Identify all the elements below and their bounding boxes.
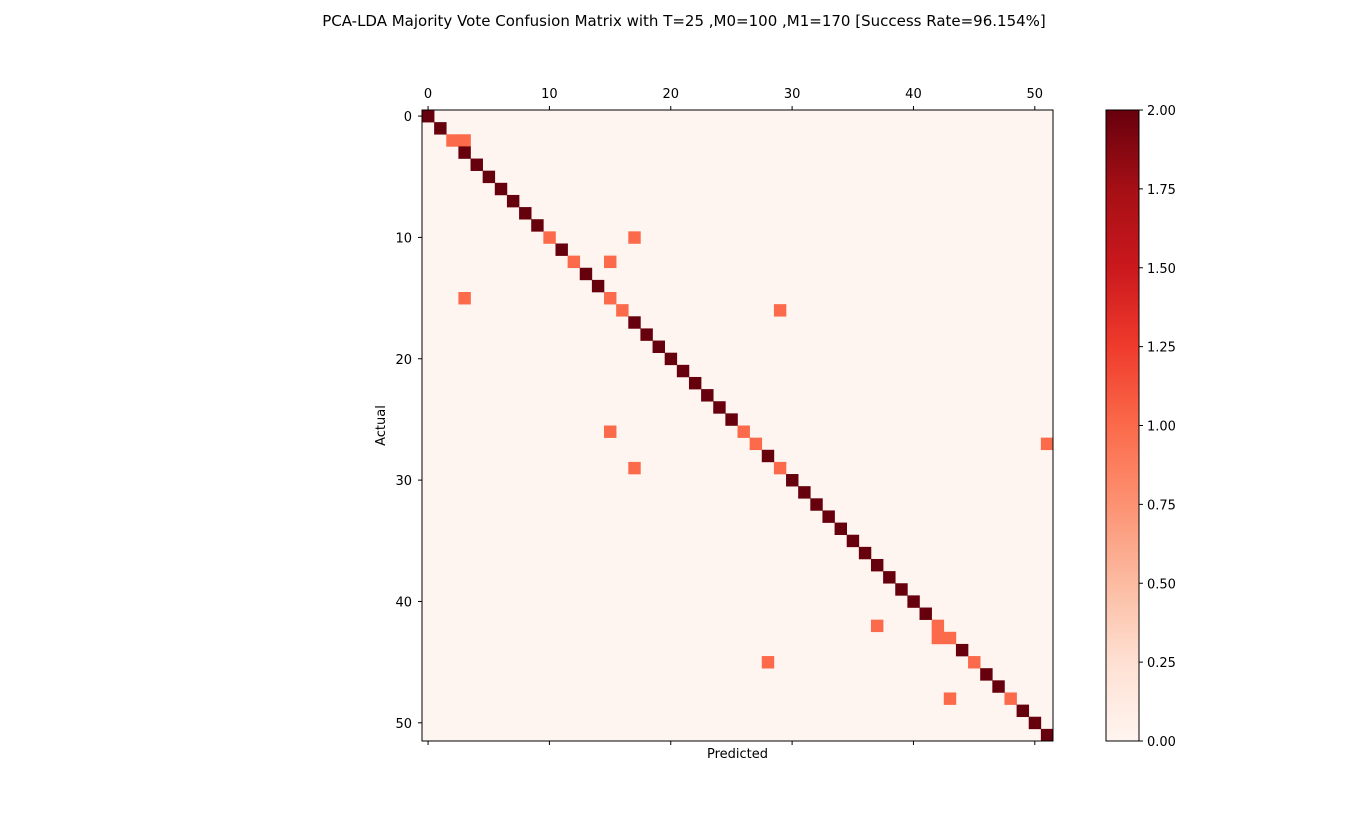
heatmap-cell [519, 207, 532, 220]
heatmap-cell [858, 546, 872, 560]
heatmap-cell [1028, 716, 1042, 730]
x-tick-label: 20 [662, 87, 679, 102]
colorbar-tick-label: 1.00 [1147, 420, 1176, 435]
y-tick-label: 30 [395, 474, 412, 489]
heatmap-cell [434, 122, 447, 135]
heatmap-cell [773, 304, 787, 317]
heatmap-cell [604, 425, 617, 438]
heatmap-cell [798, 486, 811, 499]
heatmap-cell [482, 170, 496, 184]
plot-frame [421, 109, 1054, 742]
heatmap-cells [422, 110, 1054, 742]
heatmap-cell [506, 194, 520, 208]
heatmap-cell [640, 328, 653, 341]
heatmap-cell [604, 292, 617, 305]
heatmap-cell [579, 267, 593, 281]
heatmap-cell [652, 340, 665, 353]
heatmap-cell [943, 631, 957, 645]
colorbar-tick-label: 1.50 [1147, 262, 1176, 277]
y-axis-label: Actual [374, 405, 389, 446]
heatmap-cell [749, 437, 763, 451]
colorbar [1105, 109, 1140, 742]
heatmap-cell [470, 158, 483, 171]
x-tick-label: 30 [784, 87, 801, 102]
heatmap-cell [822, 510, 835, 523]
heatmap-cell [870, 558, 884, 572]
x-axis-label: Predicted [707, 747, 768, 762]
x-tick-label: 40 [905, 87, 922, 102]
heatmap-cell [713, 401, 726, 414]
heatmap-cell [422, 110, 435, 123]
heatmap-cell [591, 279, 605, 293]
heatmap-cell [810, 498, 823, 511]
heatmap-cell [701, 389, 714, 402]
heatmap-cell [846, 534, 860, 548]
heatmap-cell [531, 219, 544, 232]
heatmap-cell [458, 134, 471, 147]
heatmap-cell [786, 474, 799, 487]
heatmap-cell [895, 583, 908, 596]
y-tick-label: 50 [395, 717, 412, 732]
heatmap-cell [919, 607, 932, 620]
y-tick-label: 10 [395, 231, 412, 246]
colorbar-tick-label: 0.50 [1147, 577, 1176, 592]
heatmap-cell [1040, 437, 1054, 451]
heatmap-cell [446, 134, 459, 147]
colorbar-tick-label: 0.75 [1147, 498, 1176, 513]
colorbar-tick-label: 0.00 [1147, 735, 1176, 750]
heatmap-cell [870, 619, 884, 633]
colorbar-tick-label: 0.25 [1147, 656, 1176, 671]
heatmap-cell [494, 182, 508, 196]
heatmap-cell [567, 255, 581, 269]
x-tick-label: 10 [541, 87, 558, 102]
heatmap-cell [955, 643, 969, 657]
heatmap-cell [664, 352, 678, 366]
heatmap-cell [628, 316, 641, 329]
heatmap-cell [628, 461, 641, 475]
heatmap-cell [616, 304, 629, 317]
heatmap-cell [676, 364, 690, 378]
heatmap-cell [725, 413, 738, 426]
heatmap-cell [1004, 692, 1017, 705]
colorbar-tick-label: 1.75 [1147, 183, 1176, 198]
x-tick-label: 0 [424, 87, 432, 102]
colorbar-ticks: 0.00 0.25 0.50 0.75 1.00 1.25 1.50 1.75 2.00 [1139, 104, 1176, 750]
y-tick-label: 0 [404, 110, 412, 125]
heatmap-cell [688, 376, 702, 390]
colorbar-tick-label: 2.00 [1147, 104, 1176, 119]
heatmap-cell [1016, 704, 1030, 718]
heatmap-cell [761, 449, 775, 463]
heatmap-cell [604, 255, 617, 269]
heatmap-cell [931, 631, 945, 645]
heatmap-cell [907, 595, 920, 608]
heatmap-cell [543, 231, 556, 244]
y-tick-label: 20 [395, 353, 412, 368]
heatmap-cell [992, 680, 1005, 693]
heatmap-cell [761, 656, 775, 669]
heatmap-cell [883, 571, 896, 584]
y-tick-label: 40 [395, 595, 412, 610]
heatmap-cell [458, 292, 471, 305]
colorbar-tick-label: 1.25 [1147, 341, 1176, 356]
heatmap-cell [943, 692, 957, 705]
chart-title: PCA-LDA Majority Vote Confusion Matrix w… [322, 12, 1046, 30]
heatmap-cell [773, 461, 787, 475]
heatmap-cell [458, 146, 471, 159]
x-tick-label: 50 [1027, 87, 1044, 102]
heatmap-cell [980, 668, 993, 681]
heatmap-cell [1040, 728, 1054, 742]
heatmap-cell [968, 656, 981, 669]
axis-ticks: 0 10 20 30 40 50 0 10 20 30 40 50 [395, 87, 1043, 745]
heatmap-cell [931, 619, 945, 633]
heatmap-cell [834, 522, 848, 536]
heatmap-cell [628, 231, 641, 244]
heatmap-cell [737, 425, 750, 438]
heatmap-cell [555, 243, 568, 256]
